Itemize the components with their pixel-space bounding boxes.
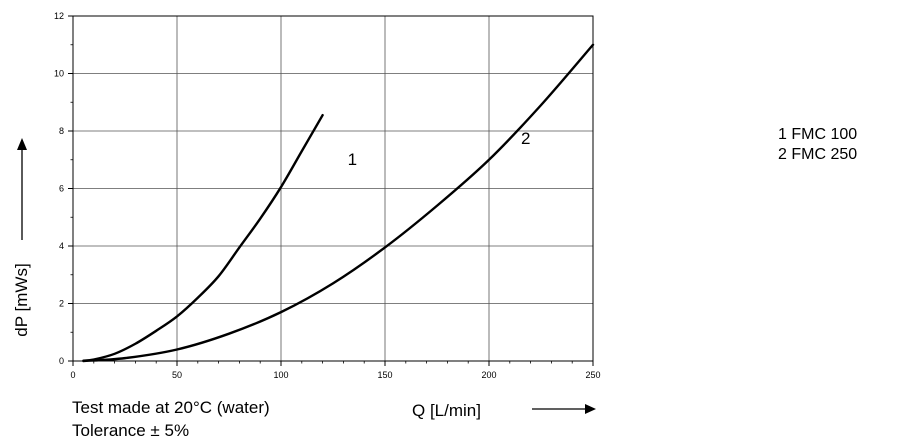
y-tick-label: 0 xyxy=(59,356,64,366)
grid xyxy=(73,16,593,361)
x-tick-label: 0 xyxy=(70,370,75,380)
y-tick-label: 8 xyxy=(59,126,64,136)
x-axis-label: Q [L/min] xyxy=(412,401,481,420)
y-tick-label: 12 xyxy=(54,11,64,21)
y-axis-label: dP [mWs] xyxy=(12,263,31,336)
legend: 1 FMC 100 2 FMC 250 xyxy=(778,125,857,165)
legend-item: 2 FMC 250 xyxy=(778,146,858,163)
series-2-line xyxy=(82,43,595,363)
y-tick-label: 4 xyxy=(59,241,64,251)
x-tick-label: 100 xyxy=(273,370,288,380)
series-1-label: 1 xyxy=(348,150,357,169)
x-axis-arrow xyxy=(532,404,596,414)
y-tick-label: 6 xyxy=(59,184,64,194)
legend-item: 1 FMC 100 xyxy=(778,126,858,143)
tick-marks xyxy=(68,15,594,366)
test-conditions-note: Test made at 20°C (water) xyxy=(72,398,270,417)
tolerance-note: Tolerance ± 5% xyxy=(72,421,190,440)
x-tick-label: 200 xyxy=(481,370,496,380)
x-tick-label: 250 xyxy=(585,370,600,380)
x-tick-label: 50 xyxy=(172,370,182,380)
y-axis-arrow xyxy=(17,138,27,240)
y-tick-label: 2 xyxy=(59,299,64,309)
series-labels: 12 xyxy=(348,129,531,169)
x-tick-label: 150 xyxy=(377,370,392,380)
series-1-line xyxy=(82,113,324,362)
series-2-label: 2 xyxy=(521,129,530,148)
series xyxy=(82,43,595,363)
y-tick-label: 10 xyxy=(54,69,64,79)
